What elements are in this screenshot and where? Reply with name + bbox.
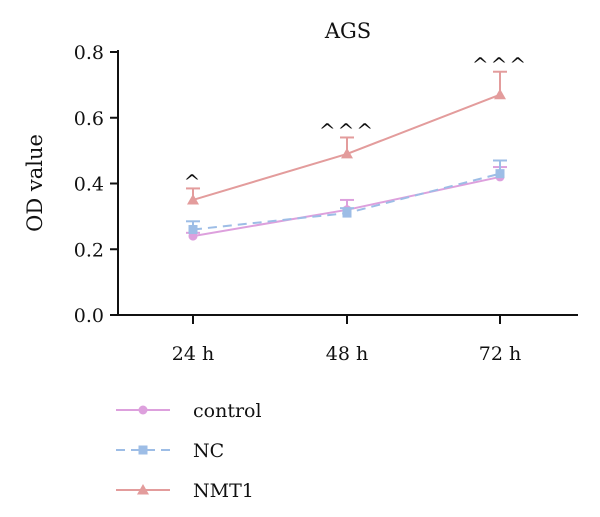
significance-annotation: ^	[184, 169, 203, 193]
axes: 0.0 0.2 0.4 0.6 0.8 24 h 48 h 72 h	[74, 42, 578, 365]
data-point	[188, 225, 198, 235]
legend-marker	[138, 405, 148, 415]
y-tick-label: 0.4	[74, 174, 104, 196]
y-axis-label: OD value	[23, 134, 47, 232]
data-point	[187, 193, 199, 205]
x-tick-label: 24 h	[172, 343, 214, 365]
data-point	[341, 147, 353, 159]
y-tick-label: 0.0	[74, 305, 104, 327]
series-nmt1	[186, 70, 507, 205]
legend-label: NMT1	[193, 480, 254, 502]
legend: control NC NMT1	[116, 400, 262, 502]
significance-annotation: ^^^	[472, 53, 528, 77]
data-point	[494, 88, 506, 100]
legend-marker	[138, 445, 148, 455]
y-tick-label: 0.2	[74, 239, 104, 261]
annotation-layer: ^^^^^^^	[184, 53, 528, 194]
chart-title: AGS	[324, 19, 371, 43]
legend-label: NC	[193, 440, 224, 462]
x-tick-label: 48 h	[326, 343, 368, 365]
legend-item-nmt1: NMT1	[116, 480, 254, 502]
series-nc	[186, 159, 507, 235]
legend-item-nc: NC	[116, 440, 224, 462]
data-point	[495, 169, 505, 179]
data-point	[342, 208, 352, 218]
legend-label: control	[193, 400, 262, 422]
series-control	[186, 166, 507, 241]
y-tick-label: 0.6	[74, 108, 104, 130]
legend-item-control: control	[116, 400, 262, 422]
legend-marker	[137, 484, 149, 495]
x-tick-label: 72 h	[479, 343, 521, 365]
significance-annotation: ^^^	[319, 118, 375, 142]
series-layer	[186, 70, 507, 241]
y-tick-label: 0.8	[74, 42, 104, 64]
